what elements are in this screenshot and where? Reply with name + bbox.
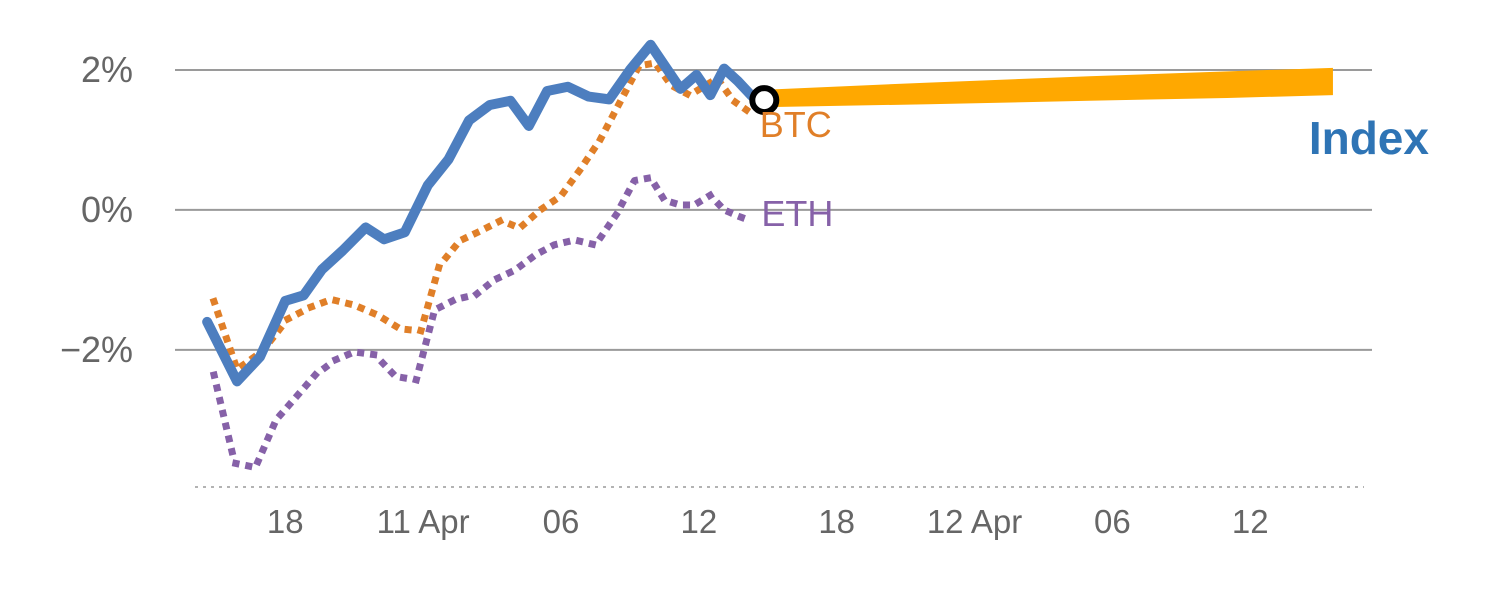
x-tick-label: 18 xyxy=(267,503,304,540)
x-tick-label: 18 xyxy=(818,503,855,540)
series-line-btc xyxy=(209,59,755,373)
series-line-eth xyxy=(209,174,757,471)
x-tick-label: 12 xyxy=(680,503,717,540)
y-tick-label: 0% xyxy=(81,189,133,230)
series-label-index: Index xyxy=(1309,112,1430,164)
current-point-marker xyxy=(749,85,780,116)
y-tick-label: −2% xyxy=(60,329,133,370)
x-tick-label: 06 xyxy=(1094,503,1131,540)
series-label-btc: BTC xyxy=(760,104,832,145)
x-tick-label: 06 xyxy=(543,503,580,540)
x-tick-label: 12 xyxy=(1232,503,1269,540)
x-tick-label: 11 Apr xyxy=(377,503,470,540)
series-band-index-forecast xyxy=(767,67,1333,108)
x-tick-label: 12 Apr xyxy=(927,503,1022,540)
series-label-eth: ETH xyxy=(761,193,833,234)
series-line-index xyxy=(202,39,770,387)
y-tick-label: 2% xyxy=(81,49,133,90)
